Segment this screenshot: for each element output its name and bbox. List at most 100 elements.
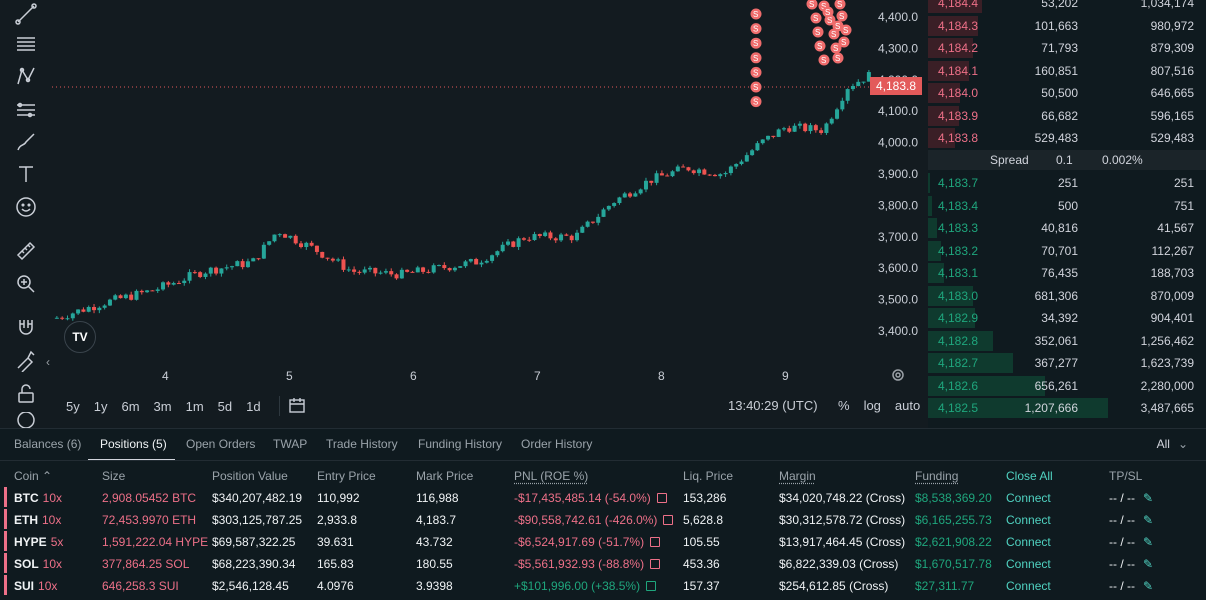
- bid-row[interactable]: 4,183.1 76,435 188,703: [928, 262, 1206, 284]
- ask-row[interactable]: 4,183.8 529,483 529,483: [928, 127, 1206, 149]
- range-6m[interactable]: 6m: [121, 398, 140, 414]
- bid-row[interactable]: 4,182.8 352,061 1,256,462: [928, 330, 1206, 352]
- sell-marker[interactable]: [806, 0, 818, 10]
- range-3m[interactable]: 3m: [153, 398, 172, 414]
- share-icon[interactable]: [663, 515, 674, 525]
- header-coin[interactable]: Coin ⌃: [14, 469, 52, 483]
- close-all-button[interactable]: Close All: [1006, 469, 1053, 483]
- sell-marker[interactable]: [750, 81, 762, 93]
- sell-marker[interactable]: [830, 42, 842, 54]
- ask-row[interactable]: 4,184.0 50,500 646,665: [928, 82, 1206, 104]
- tab-balances[interactable]: Balances (6): [14, 437, 82, 451]
- coin-cell[interactable]: SOL 10x: [14, 557, 62, 571]
- bid-row[interactable]: 4,182.9 34,392 904,401: [928, 307, 1206, 329]
- zoom-icon[interactable]: [10, 270, 42, 298]
- sell-marker[interactable]: [750, 52, 762, 64]
- share-icon[interactable]: [646, 581, 657, 591]
- sell-marker[interactable]: [750, 37, 762, 49]
- edit-pencil-icon[interactable]: ✎: [1143, 579, 1154, 593]
- position-row[interactable]: ETH 10x 72,453.9970 ETH $303,125,787.25 2,93…: [0, 508, 1206, 530]
- share-icon[interactable]: [650, 559, 661, 569]
- range-1m[interactable]: 1m: [185, 398, 204, 414]
- ask-row[interactable]: 4,184.1 160,851 807,516: [928, 60, 1206, 82]
- share-icon[interactable]: [656, 493, 667, 503]
- sell-marker[interactable]: [810, 12, 822, 24]
- sell-marker[interactable]: [750, 8, 762, 20]
- bid-row[interactable]: 4,183.4 500 751: [928, 195, 1206, 217]
- sell-marker[interactable]: [832, 20, 844, 32]
- log-scale-toggle[interactable]: log: [863, 398, 881, 413]
- sell-marker[interactable]: [750, 66, 762, 78]
- sell-marker[interactable]: [834, 0, 846, 10]
- share-icon[interactable]: [650, 537, 661, 547]
- sell-marker[interactable]: [818, 54, 830, 66]
- edit-pencil-icon[interactable]: ✎: [1143, 491, 1154, 505]
- tab-trade-history[interactable]: Trade History: [326, 437, 398, 451]
- connect-button[interactable]: Connect: [1006, 535, 1051, 549]
- coin-cell[interactable]: HYPE 5x: [14, 535, 63, 549]
- ask-row[interactable]: 4,184.3 101,663 980,972: [928, 15, 1206, 37]
- magnet-icon[interactable]: [10, 314, 42, 342]
- position-row[interactable]: BTC 10x 2,908.05452 BTC $340,207,482.19 110,…: [0, 486, 1206, 508]
- text-icon[interactable]: [10, 160, 42, 188]
- coin-cell[interactable]: SUI 10x: [14, 579, 57, 593]
- tab-order-history[interactable]: Order History: [521, 437, 593, 451]
- emoji-icon[interactable]: [10, 193, 42, 221]
- position-row[interactable]: HYPE 5x 1,591,222.04 HYPE $69,587,322.25 39.…: [0, 530, 1206, 552]
- tab-funding-history[interactable]: Funding History: [418, 437, 503, 451]
- lock-icon[interactable]: [10, 380, 42, 408]
- connect-button[interactable]: Connect: [1006, 557, 1051, 571]
- sell-marker[interactable]: [836, 10, 848, 22]
- range-5y[interactable]: 5y: [66, 398, 80, 414]
- edit-pencil-icon[interactable]: ✎: [1143, 513, 1154, 527]
- horizontal-lines-icon[interactable]: [10, 30, 42, 58]
- percent-scale-toggle[interactable]: %: [838, 398, 850, 413]
- bid-row[interactable]: 4,182.5 1,207,666 3,487,665: [928, 397, 1206, 419]
- connect-button[interactable]: Connect: [1006, 579, 1051, 593]
- collapse-toolbar-icon[interactable]: ‹: [46, 355, 50, 369]
- sell-marker[interactable]: [814, 40, 826, 52]
- bid-row[interactable]: 4,183.7 251 251: [928, 172, 1206, 194]
- trend-line-icon[interactable]: [10, 0, 42, 28]
- tradingview-logo[interactable]: TV: [64, 321, 96, 353]
- sell-marker[interactable]: [832, 52, 844, 64]
- fib-icon[interactable]: [10, 96, 42, 124]
- edit-pencil-icon[interactable]: ✎: [1143, 557, 1154, 571]
- range-1y[interactable]: 1y: [93, 398, 108, 414]
- ask-row[interactable]: 4,184.2 71,793 879,309: [928, 37, 1206, 59]
- tab-twap[interactable]: TWAP: [273, 437, 308, 451]
- calendar-icon[interactable]: [278, 396, 305, 416]
- coin-cell[interactable]: ETH 10x: [14, 513, 61, 527]
- bid-row[interactable]: 4,183.2 70,701 112,267: [928, 240, 1206, 262]
- position-row[interactable]: SUI 10x 646,258.3 SUI $2,546,128.45 4.0976 3.…: [0, 574, 1206, 596]
- eye-icon[interactable]: [10, 412, 42, 428]
- sell-marker[interactable]: [750, 96, 762, 108]
- ask-row[interactable]: 4,184.4 53,202 1,034,174: [928, 0, 1206, 14]
- coin-cell[interactable]: BTC 10x: [14, 491, 62, 505]
- sell-marker[interactable]: [822, 6, 834, 18]
- bid-row[interactable]: 4,182.7 367,277 1,623,739: [928, 352, 1206, 374]
- tab-open-orders[interactable]: Open Orders: [186, 437, 256, 451]
- chart-settings-icon[interactable]: [890, 367, 910, 387]
- bid-row[interactable]: 4,182.6 656,261 2,280,000: [928, 375, 1206, 397]
- edit-pencil-icon[interactable]: ✎: [1143, 535, 1154, 549]
- sell-marker[interactable]: [838, 36, 850, 48]
- range-1d[interactable]: 1d: [246, 398, 261, 414]
- connect-button[interactable]: Connect: [1006, 491, 1051, 505]
- bid-row[interactable]: 4,183.0 681,306 870,009: [928, 285, 1206, 307]
- connect-button[interactable]: Connect: [1006, 513, 1051, 527]
- sell-marker[interactable]: [750, 23, 762, 35]
- pattern-icon[interactable]: [10, 62, 42, 90]
- brush-icon[interactable]: [10, 128, 42, 156]
- ask-row[interactable]: 4,183.9 66,682 596,165: [928, 105, 1206, 127]
- bid-row[interactable]: 4,183.3 40,816 41,567: [928, 217, 1206, 239]
- tab-positions[interactable]: Positions (5): [100, 437, 167, 451]
- range-5d[interactable]: 5d: [217, 398, 233, 414]
- lock-draw-icon[interactable]: [10, 346, 42, 374]
- sell-marker[interactable]: [812, 26, 824, 38]
- filter-dropdown[interactable]: All ⌄: [1157, 437, 1188, 451]
- ruler-icon[interactable]: [10, 237, 42, 265]
- position-row[interactable]: SOL 10x 377,864.25 SOL $68,223,390.34 165.83…: [0, 552, 1206, 574]
